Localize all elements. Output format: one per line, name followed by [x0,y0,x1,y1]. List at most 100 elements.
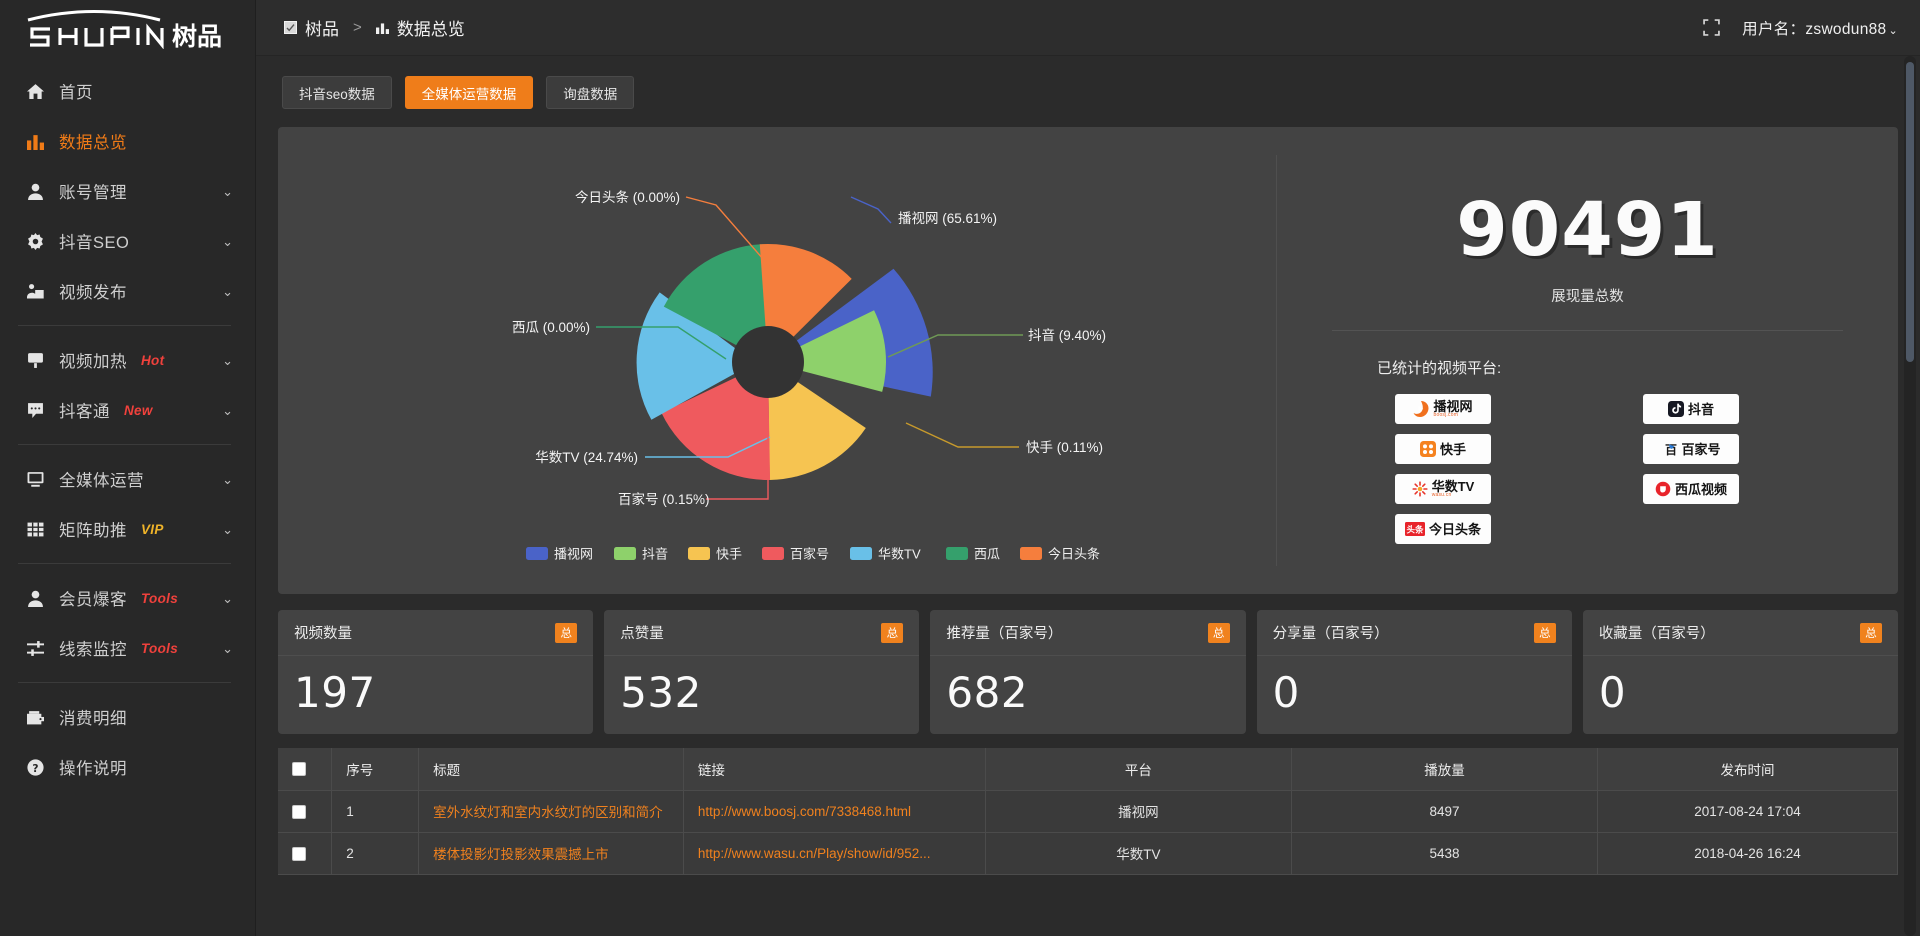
pie-labels: 播视网 (65.61%) 抖音 (9.40%) 快手 (0.11%) 百家号 (… [512,189,1106,507]
sidebar-item-omnimedia-ops[interactable]: 全媒体运营 ⌄ [0,454,255,504]
platform-badge-xigua[interactable]: 西瓜视频 [1643,474,1739,504]
sidebar-nav: 首页 数据总览 账号管理 ⌄ 抖音SEO ⌄ [0,56,255,792]
tab-omnimedia-ops[interactable]: 全媒体运营数据 [404,76,534,109]
sidebar-item-instructions[interactable]: ? 操作说明 [0,742,255,792]
sidebar-divider [18,682,231,683]
legend-item-kuaishou[interactable]: 快手 [688,547,742,562]
page-scrollbar[interactable] [1904,56,1916,936]
badge-text-stack: 华数TV wasu.cn [1432,480,1475,498]
platform-badge-toutiao[interactable]: 头条 今日头条 [1395,514,1491,544]
sidebar-item-data-overview[interactable]: 数据总览 [0,116,255,166]
chevron-down-icon[interactable]: ⌄ [222,521,233,537]
chevron-down-icon[interactable]: ⌄ [222,233,233,249]
page-scrollbar-thumb[interactable] [1906,62,1914,362]
legend-swatch [688,547,710,560]
content: 抖音seo数据 全媒体运营数据 询盘数据 [256,56,1920,875]
badge-text-stack: 百家号 [1681,443,1720,456]
sidebar-item-lead-monitor[interactable]: 线索监控 Tools ⌄ [0,623,255,673]
legend-label: 西瓜 [974,547,1000,562]
sidebar-item-tag: Tools [141,640,178,656]
table-header-plays[interactable]: 播放量 [1291,748,1599,791]
row-checkbox[interactable] [292,846,306,861]
table-row[interactable]: 1 室外水纹灯和室内水纹灯的区别和简介 http://www.boosj.com… [278,790,1898,833]
donut-hole [732,326,804,398]
table-header-link[interactable]: 链接 [683,748,986,791]
stat-card-title: 分享量（百家号） [1272,626,1389,642]
brand-cjk-text: 树品 [172,22,222,49]
table-header-title[interactable]: 标题 [418,748,684,791]
badge-text-stack: 快手 [1440,443,1466,456]
platform-badge-kuaishou[interactable]: 快手 [1395,434,1491,464]
breadcrumb-root[interactable]: 树品 [284,15,339,40]
grid-icon [24,521,46,538]
legend-item-douyin[interactable]: 抖音 [614,547,668,562]
pie-leader-lines [596,196,1023,500]
chevron-down-icon[interactable]: ⌄ [222,283,233,299]
chevron-down-icon[interactable]: ⌄ [222,471,233,487]
user-prefix-label: 用户名： [1742,20,1806,38]
chevron-down-icon[interactable]: ⌄ [222,640,233,656]
stat-card-value: 532 [620,668,702,717]
legend-item-baijiahao[interactable]: 百家号 [762,547,829,562]
table-body: 1 室外水纹灯和室内水纹灯的区别和简介 http://www.boosj.com… [278,790,1898,875]
platform-badge-douyin[interactable]: 抖音 [1643,394,1739,424]
platform-badge-baijiahao[interactable]: 百 百家号 [1643,434,1739,464]
legend-item-boosj[interactable]: 播视网 [526,547,593,562]
table-header-platform[interactable]: 平台 [985,748,1292,791]
stat-card-header: 分享量（百家号） 总 [1256,610,1572,656]
topbar-right: 用户名：zswodun88 ⌄ [1703,17,1898,39]
pie-slice-douyin[interactable] [768,310,908,431]
fullscreen-icon[interactable] [1703,19,1720,36]
chevron-down-icon[interactable]: ⌄ [222,402,233,418]
select-all-checkbox[interactable] [292,762,306,777]
row-link[interactable]: http://www.boosj.com/7338468.html [683,790,986,833]
tab-douyin-seo[interactable]: 抖音seo数据 [282,76,392,109]
platform-badge-wasu[interactable]: 华数TV wasu.cn [1395,474,1491,504]
sidebar-item-video-publish[interactable]: 视频发布 ⌄ [0,266,255,316]
row-title[interactable]: 楼体投影灯投影效果震撼上市 [418,832,684,875]
row-index: 2 [331,832,420,875]
sidebar-item-account-management[interactable]: 账号管理 ⌄ [0,166,255,216]
tab-inquiry[interactable]: 询盘数据 [546,76,635,109]
legend-item-toutiao[interactable]: 今日头条 [1020,547,1100,562]
pie-slice-kuaishou[interactable] [714,362,866,508]
sidebar-item-douyin-seo[interactable]: 抖音SEO ⌄ [0,216,255,266]
monitor-icon [24,471,46,488]
stat-card-video-count: 视频数量 总 197 [278,610,594,734]
row-title[interactable]: 室外水纹灯和室内水纹灯的区别和简介 [418,790,684,833]
stat-card-value: 0 [1272,668,1300,717]
row-link[interactable]: http://www.wasu.cn/Play/show/id/952... [683,832,986,875]
platform-badge-boosj[interactable]: 播视网 boosj.com [1395,394,1491,424]
chevron-down-icon[interactable]: ⌄ [222,183,233,199]
wasu-icon [1412,481,1428,497]
user-menu[interactable]: 用户名：zswodun88 ⌄ [1742,17,1898,39]
chevron-down-icon[interactable]: ⌄ [222,352,233,368]
sidebar-item-video-boost[interactable]: 视频加热 Hot ⌄ [0,335,255,385]
video-table: 序号 标题 链接 平台 播放量 发布时间 1 室外水纹灯和室内水纹灯的区别和简 [278,748,1898,875]
row-checkbox[interactable] [292,804,306,819]
legend-item-wasu[interactable]: 华数TV [850,547,921,562]
brand-logo[interactable]: 树品 [0,0,255,56]
sidebar-item-label: 视频加热 [59,353,127,371]
sidebar-item-member-boom[interactable]: 会员爆客 Tools ⌄ [0,573,255,623]
legend-item-xigua[interactable]: 西瓜 [946,547,1000,562]
legend-label: 华数TV [878,547,921,562]
table-header-time[interactable]: 发布时间 [1597,748,1898,791]
sidebar-item-matrix-boost[interactable]: 矩阵助推 VIP ⌄ [0,504,255,554]
row-time: 2018-04-26 16:24 [1597,832,1898,875]
table-row[interactable]: 2 楼体投影灯投影效果震撼上市 http://www.wasu.cn/Play/… [278,832,1898,875]
stat-card-value: 682 [946,668,1029,717]
square-icon [284,21,297,34]
sidebar-item-home[interactable]: 首页 [0,66,255,116]
summary-area: 90491 展现量总数 已统计的视频平台: [1276,155,1898,566]
sidebar-item-doukertong[interactable]: 抖客通 New ⌄ [0,385,255,435]
douyin-icon [1667,401,1684,417]
platform-list-title: 已统计的视频平台: [1377,360,1502,377]
table-header-index[interactable]: 序号 [331,748,420,791]
chevron-down-icon[interactable]: ⌄ [222,590,233,606]
pie-slice-xigua[interactable] [663,217,816,362]
sidebar-item-consumption-detail[interactable]: 消费明细 [0,692,255,742]
platform-badge-sub: boosj.com [1433,412,1459,418]
pie-slice-wasu[interactable] [599,269,755,420]
main-area: 树品 > 数据总览 用户名：zswodun88 ⌄ [256,0,1920,936]
